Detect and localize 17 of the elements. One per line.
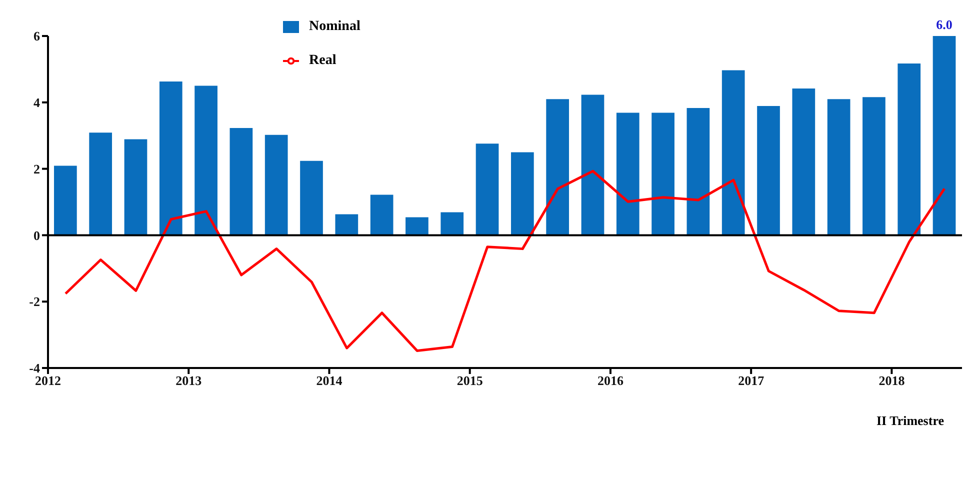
legend-label: Nominal (309, 19, 360, 34)
data-label: 6.0 (936, 17, 952, 32)
text: II Trimestre (876, 413, 944, 429)
x-tick-label: 2013 (176, 373, 202, 388)
y-tick-label: 2 (34, 161, 40, 176)
x-tick-label: 2014 (316, 373, 343, 388)
y-tick-label: 4 (34, 95, 40, 110)
x-tick-label: 2016 (597, 373, 624, 388)
x-tick-label: 2018 (878, 373, 906, 388)
x-tick-label: 2017 (738, 373, 765, 388)
y-tick-label: 0 (34, 228, 40, 243)
y-tick-label: 6 (34, 28, 40, 44)
y-tick-label: -4 (29, 360, 40, 376)
x-tick-label: 2015 (456, 373, 484, 388)
x-tick-label: 2012 (35, 373, 61, 388)
legend-label: Real (309, 53, 336, 68)
y-tick-label: -2 (29, 294, 40, 310)
